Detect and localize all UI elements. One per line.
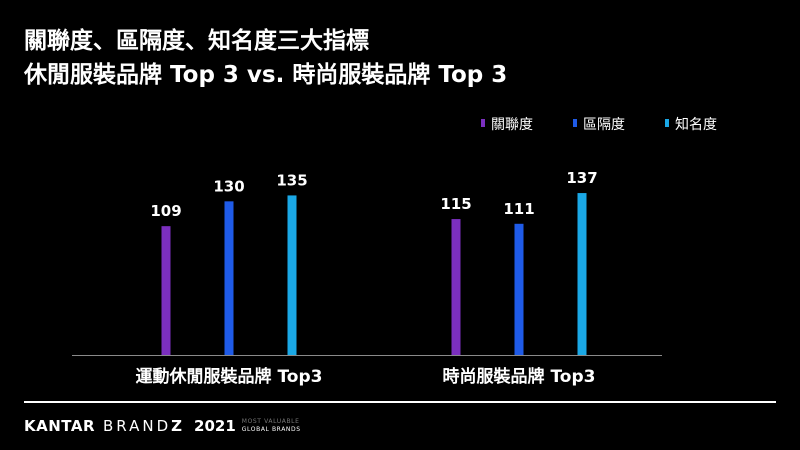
category-label: 時尚服裝品牌 Top3 xyxy=(443,366,596,387)
legend-label: 區隔度 xyxy=(583,117,625,133)
bar xyxy=(287,195,297,355)
data-label: 137 xyxy=(566,169,597,187)
bar-chart: 109 115 130 111 135 137 運動休閒服裝品牌 Top3 時尚服裝品牌 To… xyxy=(72,116,717,387)
bar xyxy=(577,193,587,355)
tagline-line-1: MOST VALUABLE xyxy=(241,418,300,425)
chart-title: 關聯度、區隔度、知名度三大指標 休閒服裝品牌 Top 3 vs. 時尚服裝品牌 … xyxy=(24,24,507,92)
brandz-suffix: Z xyxy=(171,417,183,435)
legend-label: 關聯度 xyxy=(491,117,533,133)
bar xyxy=(451,219,461,355)
data-label: 130 xyxy=(213,177,244,195)
bar xyxy=(514,223,524,355)
brandz-prefix: BRAND xyxy=(103,417,172,435)
brand-logo: KANTAR BRANDZ 2021 MOST VALUABLE GLOBAL … xyxy=(24,414,301,438)
data-label: 115 xyxy=(440,195,471,213)
legend-swatch xyxy=(481,119,485,127)
brandz-wordmark: BRANDZ xyxy=(103,417,182,435)
bar xyxy=(161,226,171,355)
brandz-tagline: MOST VALUABLE GLOBAL BRANDS xyxy=(242,418,301,434)
kantar-wordmark: KANTAR xyxy=(24,417,96,435)
legend-swatch xyxy=(665,119,669,127)
data-label: 135 xyxy=(276,171,307,189)
brandz-year: 2021 xyxy=(194,417,236,435)
title-line-1: 關聯度、區隔度、知名度三大指標 xyxy=(24,28,369,54)
category-label: 運動休閒服裝品牌 Top3 xyxy=(136,366,323,387)
footer-divider xyxy=(24,401,776,403)
data-label: 111 xyxy=(503,200,534,218)
legend-label: 知名度 xyxy=(675,116,717,133)
legend-swatch xyxy=(573,119,577,127)
title-line-2: 休閒服裝品牌 Top 3 vs. 時尚服裝品牌 Top 3 xyxy=(24,62,508,88)
data-label: 109 xyxy=(150,202,181,220)
bar xyxy=(224,201,234,355)
tagline-line-2: GLOBAL BRANDS xyxy=(241,426,301,433)
